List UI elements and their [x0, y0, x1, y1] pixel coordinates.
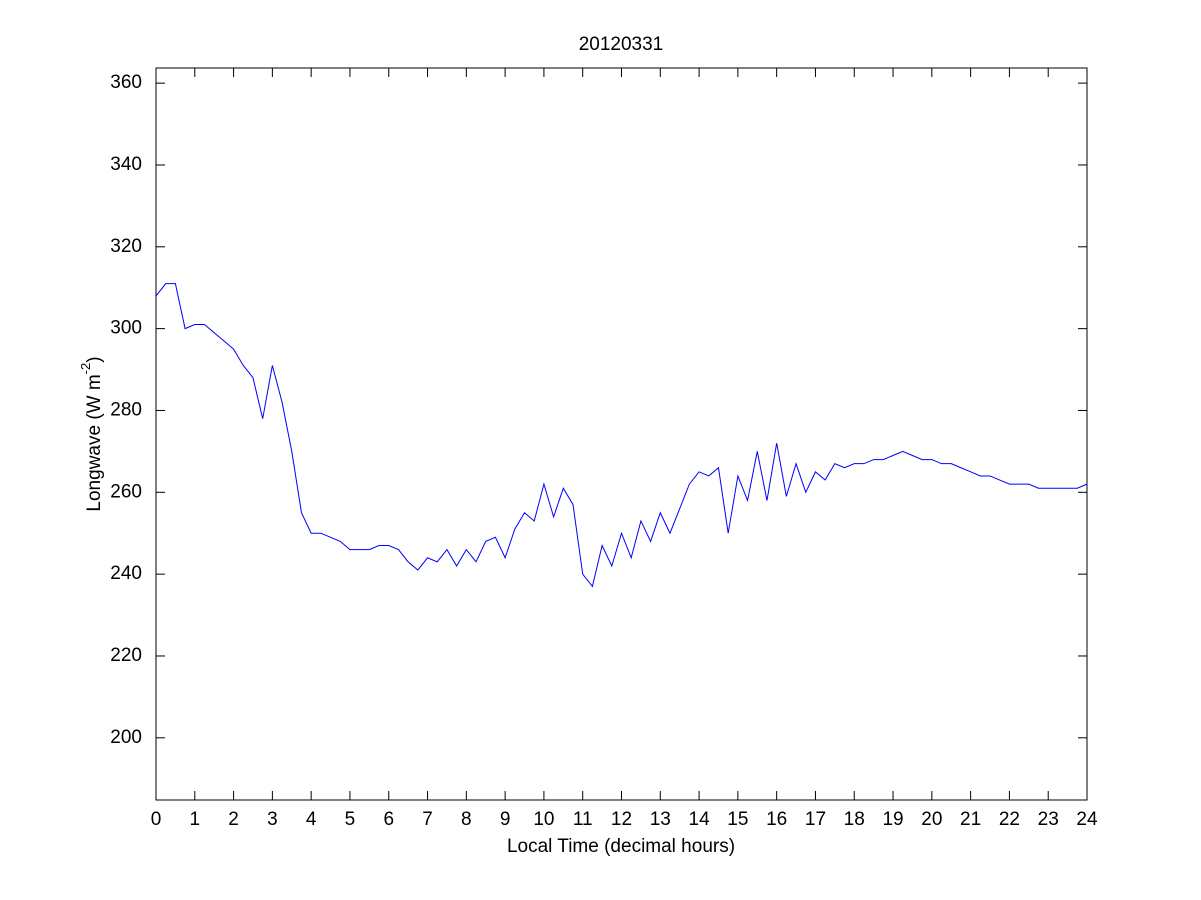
x-tick-label: 4	[306, 809, 317, 830]
x-tick-label: 16	[766, 809, 787, 830]
x-tick-label: 11	[573, 809, 593, 830]
y-tick-label: 200	[110, 727, 142, 748]
y-tick-label: 220	[110, 645, 142, 666]
x-tick-label: 8	[461, 809, 472, 830]
x-tick-label: 22	[999, 809, 1020, 830]
y-tick-label: 300	[110, 318, 142, 339]
x-tick-label: 0	[151, 809, 162, 830]
y-tick-label: 360	[110, 72, 142, 93]
x-tick-label: 19	[882, 809, 903, 830]
chart-title: 20120331	[579, 34, 664, 55]
x-tick-label: 14	[689, 809, 711, 830]
x-tick-label: 13	[650, 809, 671, 830]
x-tick-label: 21	[960, 809, 981, 830]
y-tick-label: 320	[110, 236, 142, 257]
x-tick-label: 23	[1038, 809, 1059, 830]
x-tick-label: 7	[422, 809, 433, 830]
x-tick-label: 9	[500, 809, 511, 830]
y-tick-label: 280	[110, 399, 142, 420]
x-axis-label: Local Time (decimal hours)	[507, 836, 735, 857]
y-tick-label: 240	[110, 563, 142, 584]
x-tick-label: 10	[533, 809, 554, 830]
y-axis-label-exponent: -2	[78, 363, 93, 375]
x-tick-label: 18	[844, 809, 865, 830]
x-tick-label: 5	[345, 809, 356, 830]
x-tick-label: 3	[267, 809, 278, 830]
x-tick-label: 17	[805, 809, 826, 830]
x-tick-label: 24	[1076, 809, 1098, 830]
x-tick-label: 1	[190, 809, 201, 830]
y-axis-label: Longwave (W m-2)	[78, 356, 105, 511]
data-line	[155, 283, 1088, 588]
x-tick-label: 15	[727, 809, 748, 830]
y-axis-label-end: )	[84, 356, 105, 362]
x-tick-label: 6	[383, 809, 394, 830]
y-tick-label: 260	[110, 481, 142, 502]
y-tick-label: 340	[110, 154, 142, 175]
y-axis-label-text: Longwave (W m	[84, 374, 105, 511]
x-tick-label: 2	[228, 809, 239, 830]
x-tick-label: 20	[921, 809, 942, 830]
x-tick-label: 12	[611, 809, 632, 830]
